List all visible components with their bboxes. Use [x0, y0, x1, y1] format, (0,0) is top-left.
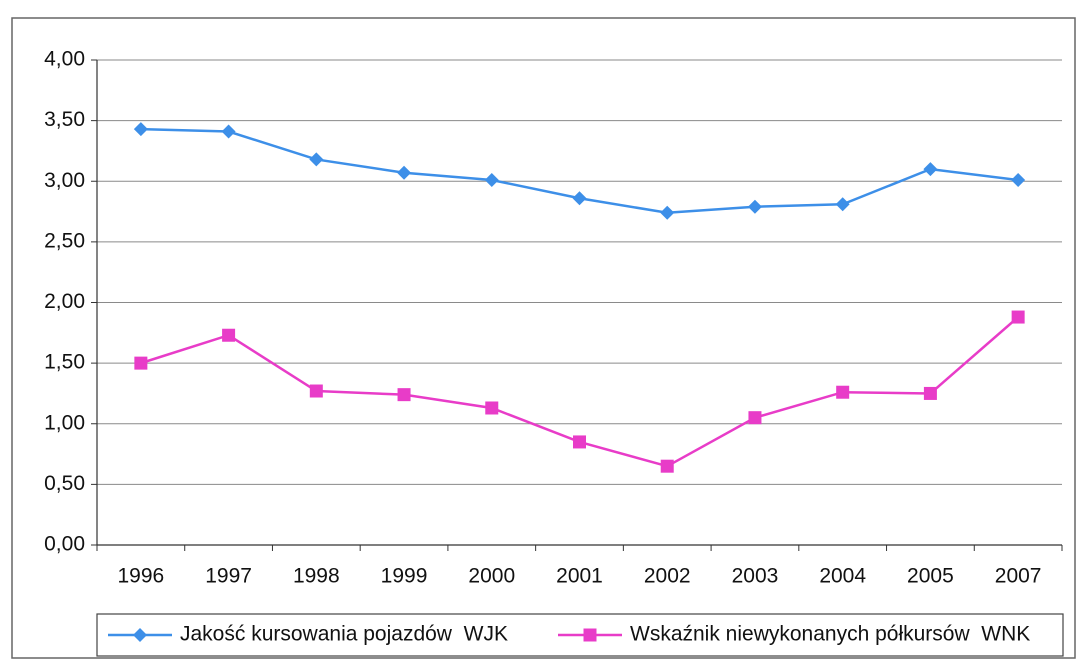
data-point: [1011, 310, 1025, 324]
y-tick-label: 2,50: [44, 229, 85, 252]
chart-border: [11, 17, 1076, 659]
data-point: [572, 191, 587, 206]
y-tick-label: 0,50: [44, 472, 85, 495]
data-point: [660, 459, 674, 473]
y-tick-label: 2,00: [44, 290, 85, 313]
data-point: [660, 205, 675, 220]
x-tick-label: 2000: [468, 565, 515, 588]
y-tick-label: 4,00: [44, 48, 85, 71]
y-tick-label: 1,50: [44, 351, 85, 374]
data-point: [1011, 173, 1026, 188]
x-tick-label: 1999: [381, 565, 428, 588]
x-tick-label: 2001: [556, 565, 603, 588]
x-tick-label: 1997: [205, 565, 252, 588]
data-point: [748, 411, 762, 425]
data-point: [397, 388, 411, 402]
data-point: [573, 435, 586, 449]
data-point: [221, 124, 236, 139]
y-tick-label: 3,00: [44, 169, 85, 192]
legend-label: Jakość kursowania pojazdów WJK: [180, 623, 508, 646]
legend-marker: [133, 628, 147, 642]
x-tick-label: 2003: [732, 565, 779, 588]
y-tick-label: 3,50: [44, 108, 85, 131]
data-point: [133, 122, 148, 137]
x-tick-label: 2007: [995, 565, 1042, 588]
x-tick-label: 1996: [118, 565, 165, 588]
x-tick-label: 2005: [907, 565, 954, 588]
x-tick-label: 2004: [819, 565, 866, 588]
data-point: [923, 162, 938, 177]
data-point: [485, 401, 499, 415]
data-point: [397, 165, 412, 180]
data-point: [309, 384, 323, 398]
x-tick-label: 2002: [644, 565, 691, 588]
legend-marker: [583, 628, 597, 642]
data-point: [923, 386, 937, 400]
x-tick-label: 1998: [293, 565, 340, 588]
data-point: [309, 152, 324, 167]
legend-label: Wskaźnik niewykonanych półkursów WNK: [630, 623, 1030, 646]
data-point: [484, 173, 499, 188]
data-point: [836, 385, 850, 399]
data-point: [835, 197, 850, 212]
data-point: [134, 356, 148, 370]
y-tick-label: 1,00: [44, 411, 85, 434]
y-tick-label: 0,00: [44, 533, 85, 556]
data-point: [222, 328, 236, 342]
data-point: [747, 199, 762, 214]
